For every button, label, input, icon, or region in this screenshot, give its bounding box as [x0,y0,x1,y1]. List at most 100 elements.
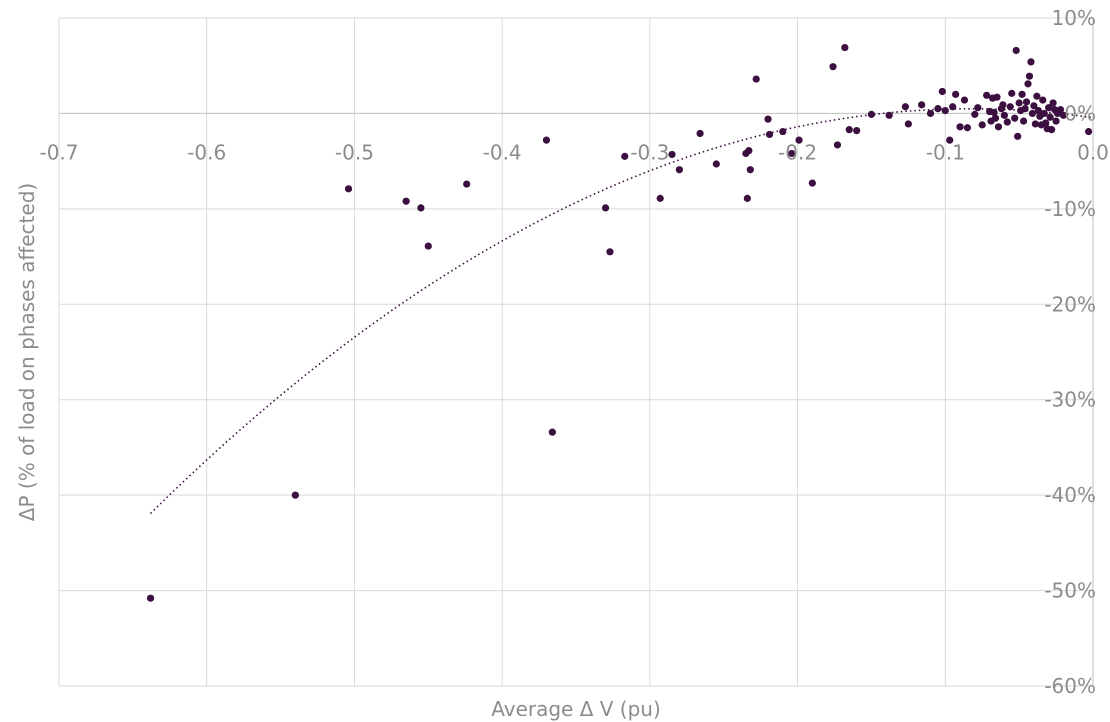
data-point [548,428,556,436]
data-point [779,127,787,136]
x-tick-label: -0.1 [926,140,965,164]
data-point [990,108,998,117]
data-point [1039,96,1047,104]
data-point [1025,72,1034,80]
x-tick-label: -0.3 [630,140,669,164]
data-point [542,136,551,144]
data-point [1000,111,1008,119]
y-tick-label: -40% [1044,483,1096,507]
data-point [926,109,935,118]
data-point [1040,109,1048,118]
data-point [788,149,796,158]
data-point [1012,46,1020,55]
data-point [1031,120,1039,128]
data-point [999,101,1007,109]
data-point [1033,92,1041,100]
data-point [901,103,910,111]
x-axis-title: Average Δ V (pu) [491,697,661,721]
data-point [983,91,991,99]
data-point [904,120,912,128]
data-point [841,43,849,52]
y-tick-label: 0% [1064,101,1096,125]
data-points [146,43,1093,602]
data-point [424,242,432,250]
data-point [1052,117,1060,125]
data-point [1022,98,1031,106]
data-point [146,594,155,602]
x-tick-label: -0.4 [483,140,522,164]
data-point [1028,109,1037,118]
y-tick-label: -30% [1044,388,1096,412]
data-point [463,180,471,188]
data-point [808,179,816,187]
data-point [1027,58,1035,66]
data-point [606,248,614,256]
data-point [1003,118,1011,126]
x-axis-ticks: -0.7 -0.6 -0.5 -0.4 -0.3 -0.2 -0.1 0.0 [39,140,1108,164]
data-point [941,106,949,115]
data-point [1015,99,1023,107]
data-point [978,121,986,129]
data-point [1021,105,1029,113]
data-point [675,166,684,174]
data-point [1014,132,1022,140]
data-point [952,90,960,98]
data-point [1059,111,1068,119]
data-point [885,111,893,119]
data-point [743,194,751,202]
x-tick-label: -0.6 [187,140,226,164]
data-point [1046,113,1054,121]
y-axis-ticks: 10% 0% -10% -20% -30% -40% -50% -60% [1044,6,1096,698]
x-tick-label: -0.2 [778,140,817,164]
data-point [991,114,1000,122]
data-point [946,136,954,144]
data-point [934,105,942,113]
data-point [1030,102,1038,110]
data-point [1056,106,1065,114]
data-point [993,93,1001,101]
y-tick-label: 10% [1052,6,1096,30]
data-point [1034,106,1042,115]
data-point [949,103,957,111]
data-point [833,141,842,149]
data-point [1084,127,1093,136]
x-tick-label: -0.7 [39,140,78,164]
data-point [1019,117,1028,125]
data-point [656,194,664,202]
data-point [994,123,1003,131]
data-point [402,197,410,205]
grid [58,17,1094,687]
data-point [765,130,774,139]
data-point [960,96,969,104]
data-point [712,160,720,168]
data-point [956,123,964,131]
data-point [963,124,972,132]
data-point [764,115,772,123]
y-tick-label: -60% [1044,674,1096,698]
data-point [867,110,876,118]
data-point [1024,80,1032,88]
y-tick-label: -20% [1044,292,1096,316]
data-point [746,166,754,174]
x-tick-label: -0.5 [335,140,374,164]
data-point [1006,103,1014,111]
data-point [601,204,610,212]
data-point [417,204,425,212]
data-point [745,147,753,155]
trendline [150,107,1094,515]
data-point [344,185,353,193]
data-point [696,129,704,138]
data-point [1011,114,1019,122]
data-point [1048,126,1056,134]
y-axis-title: ΔP (% of load on phases affected) [15,183,39,521]
data-point [974,104,982,112]
data-point [795,136,803,144]
data-point [853,127,861,135]
data-point [1042,119,1050,127]
y-tick-label: -50% [1044,579,1096,603]
data-point [1018,90,1026,98]
data-point [1008,89,1016,97]
data-point [752,75,760,83]
data-point [829,63,837,71]
